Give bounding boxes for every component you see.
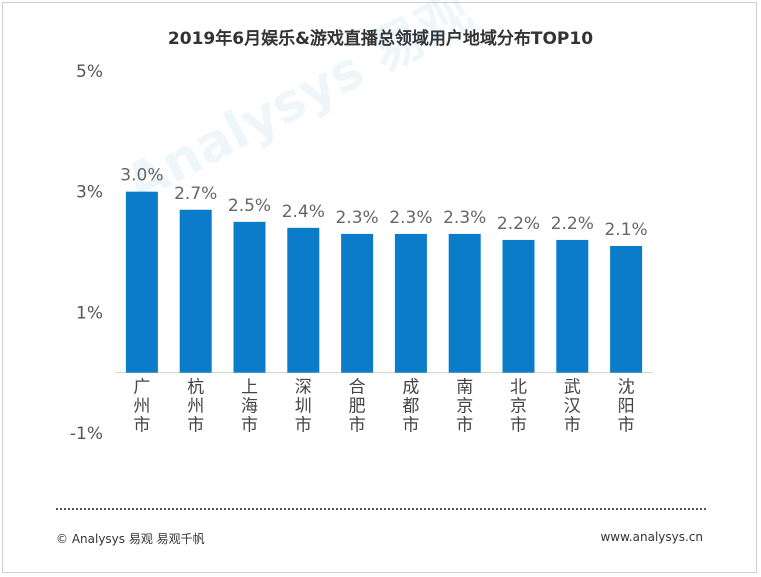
x-tick-label: 沈阳市: [618, 378, 635, 436]
y-tick-label: 5%: [76, 62, 103, 82]
bar-chart: 5% 3% 1% -1% 3.0% 广州市 2.7% 杭州市 2.5% 上海市 2.4% 深圳市 2.3…: [70, 62, 653, 444]
copyright-text: © Analysys 易观 易观千帆: [56, 532, 205, 546]
x-tick-label: 武汉市: [564, 378, 581, 436]
x-tick-label: 上海市: [241, 378, 258, 436]
data-label: 2.2%: [551, 214, 594, 234]
chart-title: 2019年6月娱乐&游戏直播总领域用户地域分布TOP10: [167, 29, 594, 49]
bar: [394, 233, 427, 373]
data-label: 2.3%: [443, 208, 486, 228]
x-tick-label: 北京市: [510, 378, 527, 436]
x-tick-label: 深圳市: [295, 378, 312, 436]
bar: [287, 227, 320, 373]
x-tick-label: 成都市: [402, 378, 419, 436]
footer-divider: [56, 508, 706, 510]
x-tick-label: 杭州市: [187, 378, 204, 436]
data-label: 2.4%: [282, 202, 325, 222]
x-tick-label: 广州市: [133, 378, 150, 436]
data-label: 2.7%: [174, 184, 217, 204]
data-label: 3.0%: [120, 166, 163, 186]
data-label: 2.2%: [497, 214, 540, 234]
bar: [341, 233, 374, 373]
y-tick-label: 1%: [76, 303, 103, 323]
x-tick-label: 南京市: [456, 378, 473, 436]
x-tick-label: 合肥市: [349, 378, 366, 436]
data-label: 2.3%: [335, 208, 378, 228]
bar: [448, 233, 481, 373]
bar: [179, 209, 212, 373]
bar: [556, 239, 589, 373]
bar: [502, 239, 535, 373]
bar: [125, 191, 158, 373]
y-tick-label: 3%: [76, 183, 103, 203]
y-tick-label: -1%: [70, 424, 103, 444]
data-label: 2.5%: [228, 196, 271, 216]
data-label: 2.3%: [389, 208, 432, 228]
website-link[interactable]: www.analysys.cn: [600, 530, 703, 544]
bar: [233, 221, 266, 373]
data-label: 2.1%: [604, 220, 647, 240]
bar: [610, 245, 643, 373]
